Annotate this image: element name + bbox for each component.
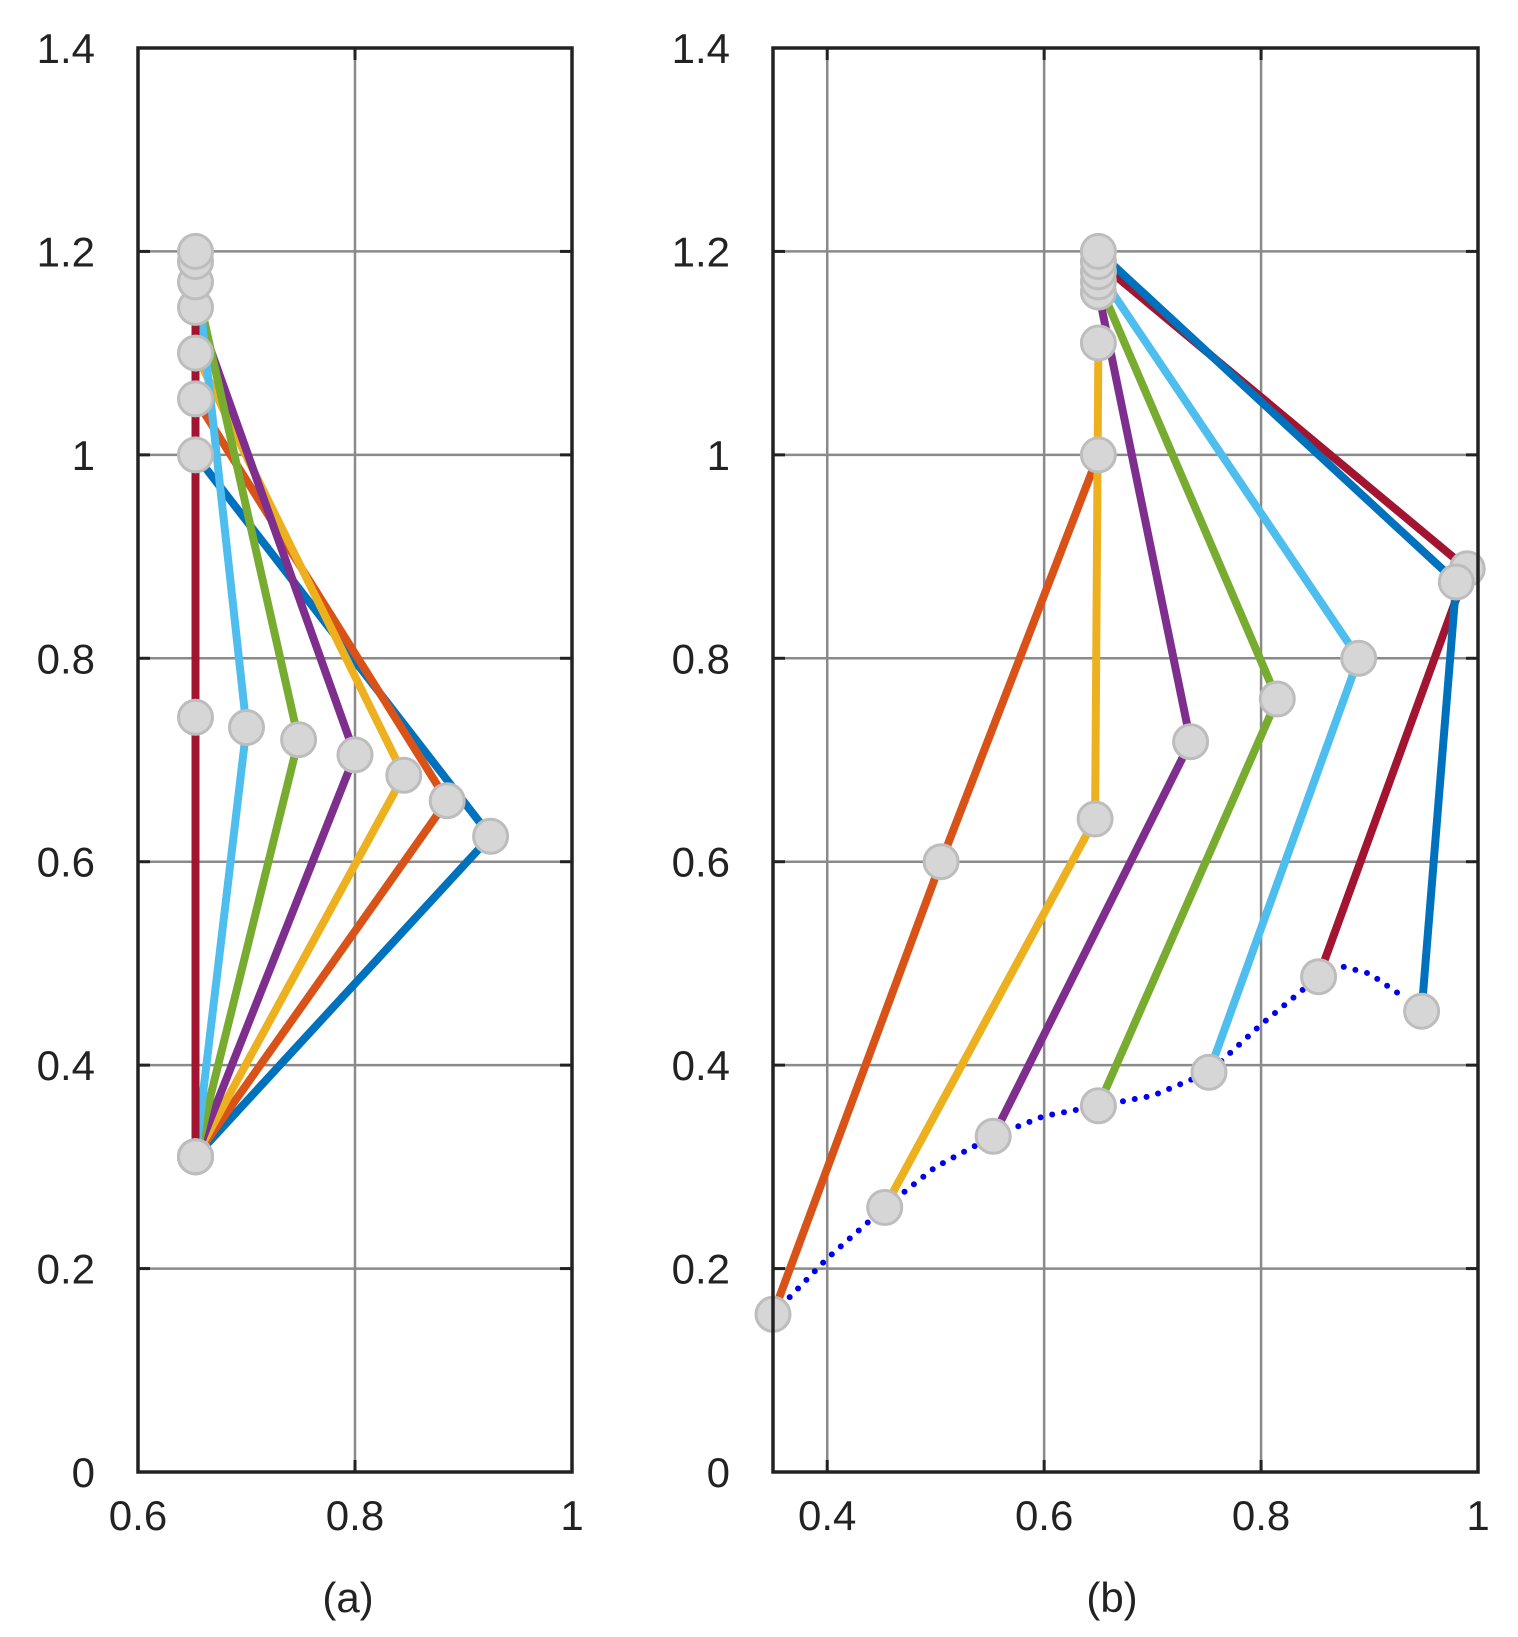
data-point bbox=[1300, 958, 1338, 996]
y-tick-label: 0.4 bbox=[672, 1042, 730, 1089]
data-point bbox=[177, 1138, 214, 1176]
data-point bbox=[1258, 680, 1296, 718]
data-point bbox=[228, 709, 265, 746]
y-tick-label: 0.8 bbox=[37, 635, 95, 682]
data-point bbox=[177, 334, 214, 372]
y-tick-label: 0.2 bbox=[37, 1246, 95, 1293]
data-point bbox=[385, 756, 423, 794]
series-line bbox=[1095, 269, 1363, 1074]
x-tick-label: 0.4 bbox=[798, 1492, 856, 1539]
y-tick-label: 0.4 bbox=[37, 1042, 95, 1089]
y-tick-label: 1.2 bbox=[37, 228, 95, 275]
x-tick-label: 0.6 bbox=[1015, 1492, 1073, 1539]
data-point bbox=[974, 1117, 1012, 1155]
data-point bbox=[1403, 992, 1441, 1030]
y-tick-label: 1 bbox=[72, 432, 95, 479]
series-line bbox=[1095, 248, 1461, 1012]
data-point bbox=[336, 736, 374, 774]
x-tick-label: 0.8 bbox=[1232, 1492, 1290, 1539]
data-point bbox=[177, 380, 214, 418]
x-tick-label: 1 bbox=[560, 1492, 583, 1539]
y-tick-label: 1.4 bbox=[37, 25, 95, 72]
data-point bbox=[1079, 324, 1117, 362]
y-tick-label: 0 bbox=[72, 1449, 95, 1496]
data-point bbox=[1079, 232, 1117, 270]
data-point bbox=[177, 698, 214, 736]
data-point bbox=[280, 721, 318, 759]
x-tick-label: 0.8 bbox=[326, 1492, 384, 1539]
series-line bbox=[881, 342, 1103, 1210]
panel-b: 0 0.2 0.4 0.6 0.8 1 1.2 1.4 0.4 0.6 0.8 1 (b) bbox=[672, 25, 1490, 1621]
data-point bbox=[428, 782, 466, 820]
y-tick-label: 0.6 bbox=[37, 839, 95, 886]
y-tick-label: 0.6 bbox=[672, 839, 730, 886]
data-point bbox=[922, 843, 960, 881]
panel-a: 0 0.2 0.4 0.6 0.8 1 1.2 1.4 0.6 0.8 1 (a) bbox=[37, 25, 584, 1621]
data-point bbox=[1079, 436, 1117, 474]
data-point bbox=[1437, 563, 1475, 601]
x-tick-label: 0.6 bbox=[109, 1492, 167, 1539]
data-point bbox=[1079, 1087, 1117, 1125]
y-tick-label: 0.8 bbox=[672, 635, 730, 682]
y-tick-label: 0 bbox=[707, 1449, 730, 1496]
dotted-curve bbox=[770, 963, 1406, 1318]
data-point bbox=[1172, 723, 1210, 761]
x-tick-label: 1 bbox=[1466, 1492, 1489, 1539]
data-point bbox=[1340, 639, 1378, 677]
data-point bbox=[866, 1189, 904, 1226]
data-point bbox=[472, 817, 510, 855]
y-tick-label: 1.2 bbox=[672, 228, 730, 275]
data-point bbox=[1076, 800, 1114, 838]
panel-label: (b) bbox=[1086, 1574, 1137, 1621]
y-tick-label: 0.2 bbox=[672, 1246, 730, 1293]
panel-label: (a) bbox=[322, 1574, 373, 1621]
data-point bbox=[177, 436, 214, 474]
series-line bbox=[769, 453, 1103, 1316]
data-point bbox=[1190, 1053, 1228, 1091]
data-point bbox=[177, 232, 214, 270]
axes-box bbox=[771, 46, 1480, 1474]
y-tick-label: 1.4 bbox=[672, 25, 730, 72]
y-tick-label: 1 bbox=[707, 432, 730, 479]
